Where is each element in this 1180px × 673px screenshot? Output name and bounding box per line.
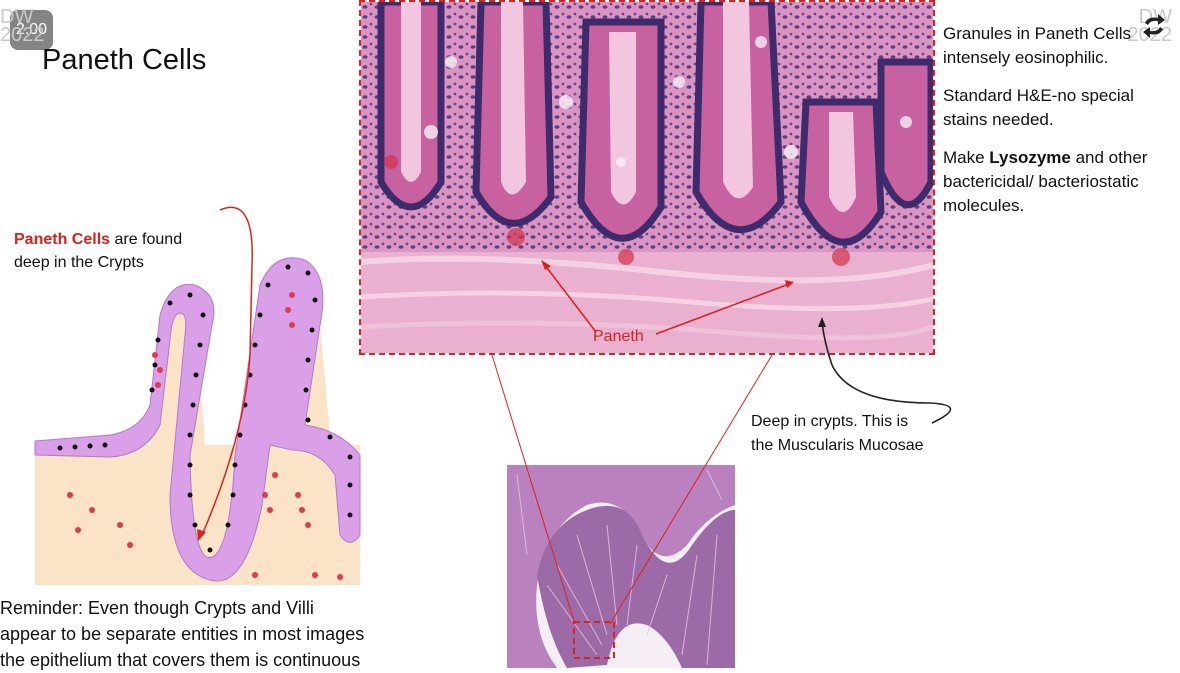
muscularis-line1: Deep in crypts. This is bbox=[751, 413, 909, 430]
note-stain-line2: stains needed. bbox=[943, 110, 1054, 129]
note-granules-line1: Granules in Paneth Cells bbox=[943, 24, 1132, 43]
histology-image-high-mag: Paneth bbox=[359, 0, 935, 355]
note-lysozyme-line3: molecules. bbox=[943, 196, 1025, 215]
paneth-location-line2: deep in the Crypts bbox=[14, 254, 144, 271]
note-granules-line2: intensely eosinophilic. bbox=[943, 48, 1109, 67]
low-mag-illustration bbox=[507, 465, 735, 668]
playback-speed-badge[interactable]: 2.00 bbox=[10, 10, 53, 50]
note-stain: Standard H&E-no special stains needed. bbox=[943, 84, 1178, 132]
histology-illustration bbox=[361, 2, 933, 353]
slide-title: Paneth Cells bbox=[42, 44, 207, 76]
reminder-line3: the epithelium that covers them is conti… bbox=[0, 650, 361, 670]
note-lysozyme-pre: Make bbox=[943, 148, 990, 167]
crypt-villi-diagram bbox=[34, 206, 361, 585]
paneth-label: Paneth bbox=[593, 328, 644, 345]
muscularis-line2: the Muscularis Mucosae bbox=[751, 437, 924, 454]
side-notes: Granules in Paneth Cells intensely eosin… bbox=[943, 22, 1178, 232]
watermark-left-bottom: 2022 bbox=[0, 24, 45, 46]
paneth-location-red: Paneth Cells bbox=[14, 231, 111, 248]
muscularis-arrow bbox=[818, 317, 952, 424]
note-lysozyme-post: and other bbox=[1070, 148, 1148, 167]
note-lysozyme: Make Lysozyme and other bactericidal/ ba… bbox=[943, 146, 1178, 218]
reminder-line2: appear to be separate entities in most i… bbox=[0, 624, 365, 644]
paneth-location-note: Paneth Cells are found deep in the Crypt… bbox=[14, 228, 182, 274]
reminder-note: Reminder: Even though Crypts and Villi a… bbox=[0, 595, 364, 673]
reminder-line1: Reminder: Even though Crypts and Villi bbox=[0, 598, 314, 618]
note-granules: Granules in Paneth Cells intensely eosin… bbox=[943, 22, 1178, 70]
zoom-connector-lines bbox=[491, 354, 773, 625]
note-lysozyme-line2: bactericidal/ bacteriostatic bbox=[943, 172, 1139, 191]
paneth-location-rest: are found bbox=[110, 231, 183, 248]
note-lysozyme-bold: Lysozyme bbox=[989, 148, 1071, 167]
sync-icon[interactable] bbox=[1140, 12, 1168, 40]
histology-image-low-mag bbox=[507, 465, 735, 668]
muscularis-note: Deep in crypts. This is the Muscularis M… bbox=[751, 410, 924, 458]
watermark-left-top: DW bbox=[0, 6, 34, 28]
playback-speed-value: 2.00 bbox=[15, 21, 48, 38]
note-stain-line1: Standard H&E-no special bbox=[943, 86, 1134, 105]
watermark-left: DW 2022 bbox=[0, 6, 45, 46]
